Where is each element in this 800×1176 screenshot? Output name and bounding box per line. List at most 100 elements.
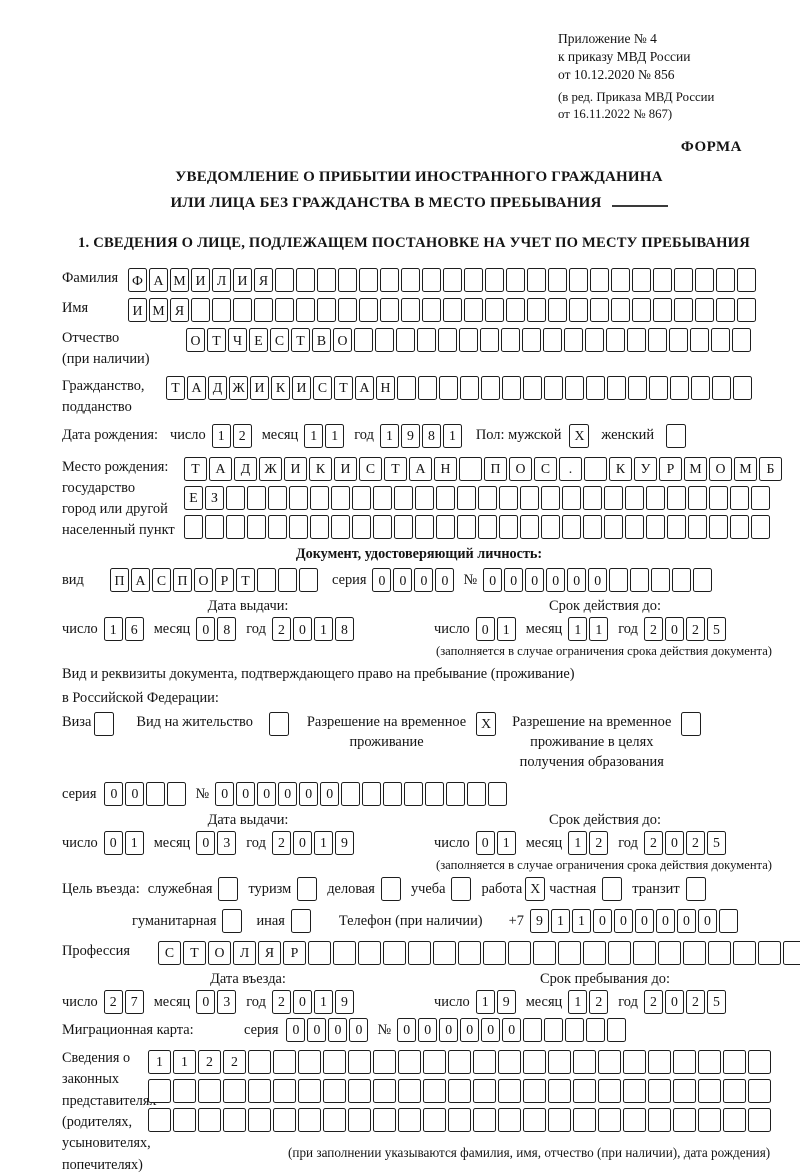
char-cell[interactable] <box>623 1079 646 1104</box>
char-cell[interactable]: 0 <box>502 1018 522 1043</box>
char-cell[interactable]: И <box>292 376 311 401</box>
char-cell[interactable] <box>711 328 730 353</box>
char-cell[interactable] <box>625 514 644 539</box>
char-cell[interactable] <box>501 328 520 353</box>
char-cell[interactable] <box>564 328 583 353</box>
char-cell[interactable] <box>348 1050 371 1075</box>
char-cell[interactable] <box>712 376 731 401</box>
char-cell[interactable]: А <box>187 376 206 401</box>
char-cell[interactable]: 0 <box>349 1018 369 1043</box>
char-cell[interactable] <box>383 941 406 966</box>
char-cell[interactable]: 5 <box>706 990 726 1015</box>
char-cell[interactable]: 0 <box>475 617 495 642</box>
char-cell[interactable] <box>674 268 693 293</box>
char-cell[interactable]: 1 <box>211 423 231 448</box>
char-cell[interactable]: 0 <box>676 909 696 934</box>
char-cell[interactable] <box>268 514 287 539</box>
char-cell[interactable]: 2 <box>223 1050 246 1075</box>
char-cell[interactable] <box>459 456 482 481</box>
char-cell[interactable] <box>688 514 707 539</box>
purpose-rabota-checkbox[interactable]: X <box>525 877 546 902</box>
char-cell[interactable]: Т <box>184 456 207 481</box>
char-cell[interactable]: 0 <box>104 782 124 807</box>
char-cell[interactable]: Т <box>207 328 226 353</box>
char-cell[interactable] <box>485 268 504 293</box>
char-cell[interactable] <box>695 268 714 293</box>
char-cell[interactable] <box>443 268 462 293</box>
char-cell[interactable] <box>598 1050 621 1075</box>
char-cell[interactable]: Т <box>334 376 353 401</box>
char-cell[interactable] <box>607 376 626 401</box>
char-cell[interactable] <box>737 268 756 293</box>
char-cell[interactable] <box>275 298 294 323</box>
char-cell[interactable] <box>523 1079 546 1104</box>
char-cell[interactable] <box>298 1108 321 1133</box>
char-cell[interactable] <box>649 376 668 401</box>
char-cell[interactable] <box>633 941 656 966</box>
char-cell[interactable] <box>198 1108 221 1133</box>
char-cell[interactable] <box>331 514 350 539</box>
char-cell[interactable] <box>148 1079 171 1104</box>
char-cell[interactable] <box>625 485 644 510</box>
char-cell[interactable] <box>273 1108 296 1133</box>
char-cell[interactable]: Т <box>183 941 206 966</box>
char-cell[interactable] <box>548 1050 571 1075</box>
char-cell[interactable]: О <box>709 456 732 481</box>
char-cell[interactable]: 2 <box>271 617 291 642</box>
char-cell[interactable] <box>628 376 647 401</box>
char-cell[interactable] <box>544 376 563 401</box>
char-cell[interactable] <box>341 782 361 807</box>
char-cell[interactable]: И <box>334 456 357 481</box>
char-cell[interactable]: О <box>509 456 532 481</box>
char-cell[interactable]: С <box>534 456 557 481</box>
char-cell[interactable] <box>751 514 770 539</box>
char-cell[interactable]: . <box>559 456 582 481</box>
char-cell[interactable]: Л <box>212 268 231 293</box>
char-cell[interactable] <box>473 1079 496 1104</box>
char-cell[interactable]: П <box>484 456 507 481</box>
char-cell[interactable] <box>362 782 382 807</box>
char-cell[interactable]: Т <box>166 376 185 401</box>
char-cell[interactable] <box>646 485 665 510</box>
char-cell[interactable] <box>758 941 781 966</box>
char-cell[interactable] <box>520 514 539 539</box>
purpose-inaya-checkbox[interactable] <box>290 909 311 934</box>
char-cell[interactable]: 0 <box>397 1018 417 1043</box>
char-cell[interactable] <box>448 1050 471 1075</box>
char-cell[interactable]: 2 <box>685 617 705 642</box>
char-cell[interactable]: 9 <box>334 831 354 856</box>
char-cell[interactable] <box>623 1050 646 1075</box>
char-cell[interactable]: О <box>186 328 205 353</box>
char-cell[interactable]: 2 <box>589 990 609 1015</box>
char-cell[interactable] <box>467 782 487 807</box>
char-cell[interactable] <box>698 1079 721 1104</box>
char-cell[interactable] <box>298 1050 321 1075</box>
char-cell[interactable] <box>247 514 266 539</box>
char-cell[interactable] <box>523 376 542 401</box>
char-cell[interactable]: 0 <box>125 782 145 807</box>
char-cell[interactable] <box>590 268 609 293</box>
char-cell[interactable]: 0 <box>299 782 319 807</box>
char-cell[interactable] <box>323 1079 346 1104</box>
char-cell[interactable]: 9 <box>496 990 516 1015</box>
char-cell[interactable] <box>323 1108 346 1133</box>
char-cell[interactable]: 0 <box>613 909 633 934</box>
char-cell[interactable] <box>448 1108 471 1133</box>
char-cell[interactable] <box>173 1108 196 1133</box>
char-cell[interactable] <box>464 268 483 293</box>
char-cell[interactable]: 1 <box>550 909 570 934</box>
char-cell[interactable] <box>380 268 399 293</box>
char-cell[interactable]: 1 <box>568 831 588 856</box>
char-cell[interactable] <box>651 568 671 593</box>
char-cell[interactable]: 0 <box>634 909 654 934</box>
char-cell[interactable]: 5 <box>706 831 726 856</box>
char-cell[interactable] <box>289 514 308 539</box>
char-cell[interactable] <box>359 298 378 323</box>
char-cell[interactable] <box>709 485 728 510</box>
char-cell[interactable]: И <box>284 456 307 481</box>
char-cell[interactable] <box>394 485 413 510</box>
char-cell[interactable] <box>569 268 588 293</box>
char-cell[interactable] <box>333 941 356 966</box>
char-cell[interactable]: Т <box>236 568 255 593</box>
char-cell[interactable]: 0 <box>697 909 717 934</box>
